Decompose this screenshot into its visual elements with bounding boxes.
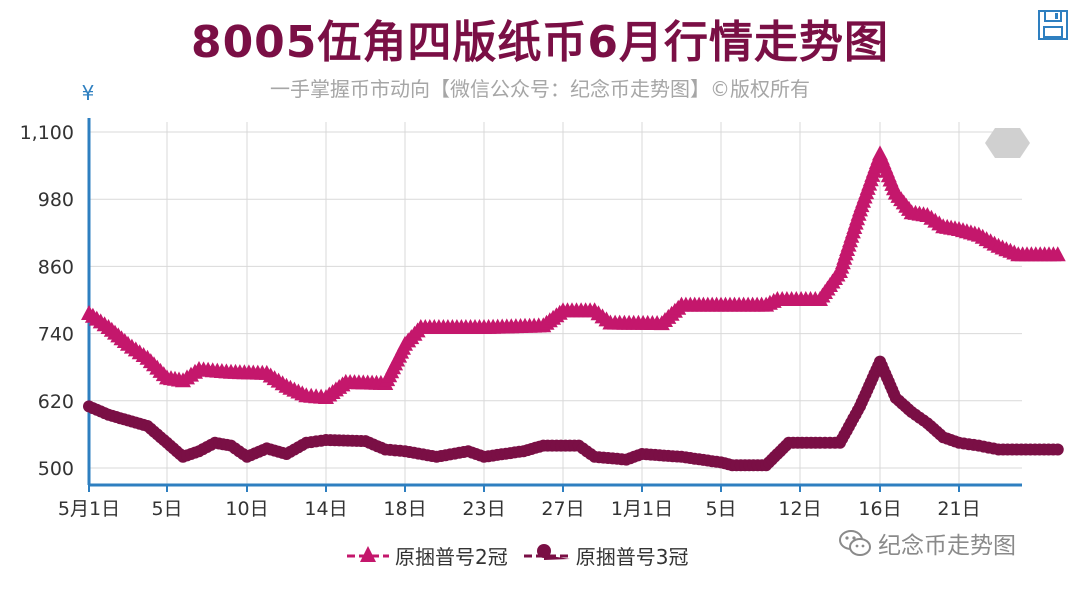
x-tick-label: 21日 [937,498,980,520]
axes [87,118,1022,492]
chart-subtitle: 一手掌握币市动向【微信公众号：纪念币走势图】©版权所有 [270,77,810,101]
x-tick-label: 16日 [858,498,901,520]
x-tick-label: 1月1日 [611,498,673,520]
y-tick-label: 620 [38,391,74,413]
legend: 原捆普号2冠 原捆普号3冠 [345,538,702,572]
y-tick-label: 1,100 [20,122,74,144]
x-tick-label: 5月1日 [58,498,120,520]
y-axis-unit: ¥ [82,81,95,105]
series-3-crown [83,355,1064,472]
chart-tooltip-indicator[interactable] [985,128,1030,158]
triangle-marker-icon [347,546,389,562]
watermark-text: 纪念币走势图 [878,533,1016,559]
x-tick-label: 23日 [462,498,505,520]
series-2-crown [81,145,1066,404]
watermark: 纪念币走势图 [838,526,1016,560]
x-tick-label: 5日 [705,498,736,520]
x-tick-label: 18日 [383,498,426,520]
floppy-disk-icon [1038,10,1068,40]
circle-marker-icon [523,544,570,560]
legend-item-2-crown[interactable]: 原捆普号2冠 [345,541,508,570]
x-tick-label: 10日 [225,498,268,520]
x-tick-label: 27日 [541,498,584,520]
x-axis-labels: 5月1日 5日 10日 14日 18日 23日 27日 1月1日 5日 12日 16日 21日 [58,498,981,520]
wechat-icon [839,530,871,556]
legend-item-3-crown[interactable]: 原捆普号3冠 [522,541,689,570]
legend-label-2-crown: 原捆普号2冠 [395,544,508,569]
series-layer [81,145,1066,472]
save-image-button[interactable] [1036,8,1070,42]
y-tick-label: 500 [38,458,74,480]
y-tick-label: 980 [38,189,74,211]
y-axis-labels: 500 620 740 860 980 1,100 [20,122,74,480]
x-tick-label: 5日 [151,498,182,520]
y-tick-label: 740 [38,324,74,346]
x-tick-label: 14日 [304,498,347,520]
y-tick-label: 860 [38,256,74,278]
chart-title: 8005伍角四版纸币6月行情走势图 [190,17,890,68]
x-tick-label: 12日 [778,498,821,520]
series-line [85,150,1062,402]
legend-label-3-crown: 原捆普号3冠 [575,544,689,569]
data-point [1051,443,1064,456]
data-point [1049,246,1066,262]
